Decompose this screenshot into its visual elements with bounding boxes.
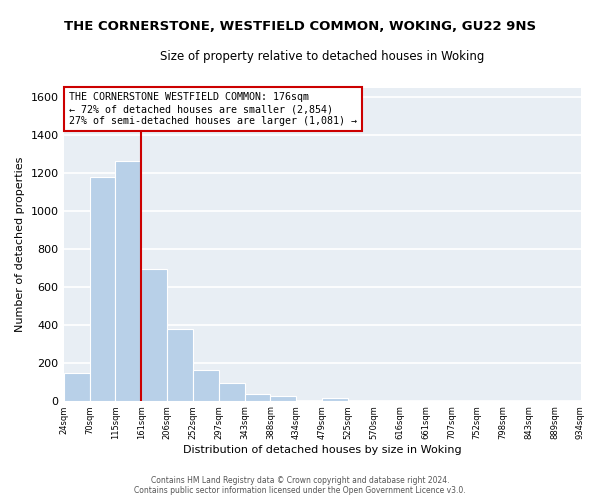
Bar [115, 161, 142, 400]
Bar [218, 383, 245, 400]
Bar [193, 370, 218, 400]
Bar [271, 396, 296, 400]
Y-axis label: Number of detached properties: Number of detached properties [15, 156, 25, 332]
Bar [322, 398, 348, 400]
Bar [245, 394, 271, 400]
Bar [89, 177, 115, 400]
Text: THE CORNERSTONE WESTFIELD COMMON: 176sqm
← 72% of detached houses are smaller (2: THE CORNERSTONE WESTFIELD COMMON: 176sqm… [69, 92, 357, 126]
Bar [167, 330, 193, 400]
Text: THE CORNERSTONE, WESTFIELD COMMON, WOKING, GU22 9NS: THE CORNERSTONE, WESTFIELD COMMON, WOKIN… [64, 20, 536, 33]
X-axis label: Distribution of detached houses by size in Woking: Distribution of detached houses by size … [183, 445, 461, 455]
Title: Size of property relative to detached houses in Woking: Size of property relative to detached ho… [160, 50, 484, 63]
Text: Contains HM Land Registry data © Crown copyright and database right 2024.
Contai: Contains HM Land Registry data © Crown c… [134, 476, 466, 495]
Bar [64, 372, 89, 400]
Bar [142, 269, 167, 400]
